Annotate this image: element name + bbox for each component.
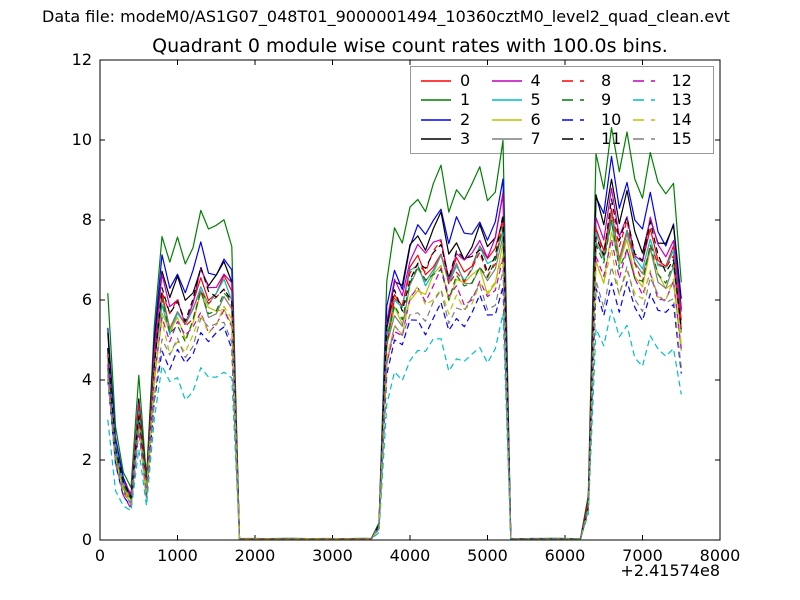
- series-line-13: [107, 309, 682, 540]
- legend-line-sample: [562, 99, 592, 102]
- legend-entry-0: 0: [421, 70, 492, 90]
- legend-label: 4: [530, 70, 541, 90]
- legend-label: 7: [530, 129, 541, 149]
- series-line-0: [107, 209, 682, 540]
- legend-label: 12: [671, 70, 692, 90]
- x-tick-label: 0: [94, 546, 106, 565]
- legend-line-sample: [632, 118, 663, 121]
- legend-label: 2: [460, 109, 471, 129]
- legend-label: 14: [671, 109, 692, 129]
- y-tick-label: 2: [81, 450, 92, 469]
- legend-entry-13: 13: [632, 90, 704, 110]
- legend-line-sample: [421, 138, 451, 141]
- chart-title: Quadrant 0 module wise count rates with …: [152, 35, 668, 57]
- x-tick-label: 3000: [312, 546, 353, 565]
- series-line-14: [107, 248, 682, 540]
- legend-label: 9: [601, 90, 612, 110]
- legend-entry-14: 14: [632, 109, 704, 129]
- legend-label: 3: [460, 129, 471, 149]
- legend-line-sample: [562, 118, 592, 121]
- series-line-6: [107, 231, 682, 540]
- legend-entry-3: 3: [421, 130, 492, 148]
- legend-entry-1: 1: [421, 91, 492, 109]
- legend-label: 10: [601, 109, 622, 129]
- legend-line-sample: [562, 138, 592, 141]
- series-line-3: [107, 178, 682, 540]
- series-line-5: [107, 221, 682, 540]
- x-axis-offset-label: +2.41574e8: [620, 561, 720, 580]
- legend-line-sample: [491, 99, 522, 102]
- legend-entry-6: 6: [491, 109, 563, 129]
- legend-label: 11: [601, 129, 622, 149]
- series-line-10: [107, 281, 682, 540]
- legend-entry-7: 7: [491, 129, 563, 149]
- series-line-1: [107, 126, 682, 540]
- series-line-11: [107, 198, 682, 540]
- legend-entry-8: 8: [562, 70, 633, 90]
- legend-entry-9: 9: [562, 91, 633, 109]
- series-line-15: [107, 266, 682, 540]
- legend-label: 15: [671, 129, 692, 149]
- legend-line-sample: [421, 99, 451, 102]
- series-line-9: [107, 219, 682, 540]
- x-tick-label: 2000: [234, 546, 276, 565]
- legend-line-sample: [491, 138, 522, 141]
- legend-label: 5: [530, 90, 541, 110]
- legend-label: 13: [671, 90, 692, 110]
- x-tick-label: 4000: [389, 546, 431, 565]
- series-line-4: [107, 187, 682, 540]
- legend-line-sample: [562, 79, 592, 82]
- series-line-7: [107, 213, 682, 540]
- legend-line-sample: [421, 79, 451, 82]
- series-line-12: [107, 238, 682, 540]
- legend-entry-10: 10: [562, 109, 633, 129]
- legend-line-sample: [632, 79, 663, 82]
- legend-entry-15: 15: [632, 129, 704, 149]
- x-tick-label: 5000: [467, 546, 508, 565]
- y-tick-label: 6: [81, 290, 92, 309]
- legend: 0 1 2 3 4 5 6 7 8 9 10 11 12 13 14 15: [410, 66, 714, 154]
- series-line-2: [107, 155, 682, 540]
- legend-label: 6: [530, 109, 541, 129]
- x-tick-label: 7000: [622, 546, 663, 565]
- datafile-label: Data file: modeM0/AS1G07_048T01_90000014…: [42, 7, 730, 26]
- legend-line-sample: [632, 138, 663, 141]
- y-tick-label: 8: [81, 210, 92, 229]
- series-line-8: [107, 208, 682, 540]
- legend-label: 1: [460, 90, 471, 110]
- legend-line-sample: [632, 99, 663, 102]
- legend-label: 8: [601, 70, 612, 90]
- legend-entry-5: 5: [491, 90, 563, 110]
- y-tick-label: 0: [81, 530, 92, 549]
- legend-line-sample: [421, 118, 451, 121]
- x-tick-label: 8000: [699, 546, 741, 565]
- legend-line-sample: [491, 79, 522, 82]
- legend-entry-12: 12: [632, 70, 704, 90]
- legend-entry-11: 11: [562, 130, 633, 148]
- y-tick-label: 4: [81, 370, 92, 389]
- y-tick-label: 12: [71, 50, 92, 69]
- y-tick-label: 10: [71, 130, 92, 149]
- legend-label: 0: [460, 70, 471, 90]
- legend-entry-4: 4: [491, 70, 563, 90]
- legend-line-sample: [491, 118, 522, 121]
- legend-entry-2: 2: [421, 109, 492, 129]
- x-tick-label: 1000: [157, 546, 198, 565]
- x-tick-label: 6000: [544, 546, 586, 565]
